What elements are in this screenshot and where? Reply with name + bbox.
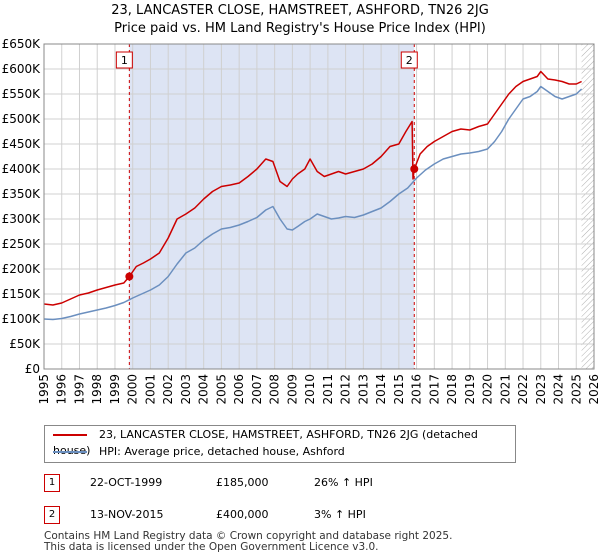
y-tick-label: £350K: [2, 187, 42, 201]
annotation-badge-label: 1: [121, 54, 128, 67]
x-tick-label: 2026: [587, 374, 600, 405]
x-tick-label: 1995: [37, 374, 51, 405]
x-tick-label: 2007: [250, 374, 264, 405]
y-tick-label: £400K: [2, 162, 42, 176]
x-tick-label: 2009: [285, 374, 299, 405]
x-tick-label: 2023: [534, 374, 548, 405]
x-tick-label: 2008: [268, 374, 282, 405]
x-tick-label: 2002: [161, 374, 175, 405]
annotation-badge: [400, 51, 418, 69]
hpi-series-line: [43, 85, 583, 321]
footer-line-2: This data is licensed under the Open Gov…: [44, 541, 379, 553]
property-series-line: [43, 70, 582, 306]
y-tick-label: £500K: [2, 112, 42, 126]
x-tick-label: 2010: [303, 374, 317, 405]
x-tick-label: 2000: [126, 374, 140, 405]
sale-point: [125, 272, 134, 281]
legend-swatch-property: [53, 434, 87, 436]
y-tick-label: £650K: [2, 38, 42, 51]
y-tick-label: £100K: [2, 312, 42, 326]
footer-line-1: Contains HM Land Registry data © Crown c…: [44, 530, 453, 542]
x-tick-label: 2012: [339, 374, 353, 405]
sale-date: 22-OCT-1999: [90, 476, 163, 489]
legend: 23, LANCASTER CLOSE, HAMSTREET, ASHFORD,…: [44, 425, 516, 463]
sale-point: [410, 165, 419, 173]
y-tick-label: £550K: [2, 87, 42, 101]
x-tick-label: 2006: [232, 374, 246, 405]
y-tick-label: £200K: [2, 262, 42, 276]
x-tick-label: 2005: [214, 374, 228, 405]
annotation-badge: [115, 51, 133, 69]
y-tick-label: £50K: [9, 337, 41, 351]
footer: Contains HM Land Registry data © Crown c…: [44, 531, 452, 553]
title-line-2: Price paid vs. HM Land Registry's House …: [114, 21, 486, 36]
legend-label-property: 23, LANCASTER CLOSE, HAMSTREET, ASHFORD,…: [53, 428, 478, 457]
y-tick-label: £250K: [2, 237, 42, 251]
sale-row: 1 22-OCT-1999 £185,000 26% ↑ HPI: [44, 474, 444, 494]
sale-price: £400,000: [216, 508, 269, 521]
legend-swatch-hpi: [53, 451, 87, 453]
x-tick-label: 2001: [143, 374, 157, 405]
y-tick-label: £600K: [2, 62, 42, 76]
x-tick-label: 2014: [374, 374, 388, 405]
y-tick-label: £0: [25, 362, 40, 376]
price-chart: 1 2 £0 £50K £100K £150K £200K £250K £300K £350K £4…: [2, 38, 600, 405]
legend-item-hpi: HPI: Average price, detached house, Ashf…: [53, 444, 345, 460]
legend-label-hpi: HPI: Average price, detached house, Ashf…: [99, 445, 345, 458]
sale-hpi-change: 26% ↑ HPI: [314, 476, 373, 489]
sale-date: 13-NOV-2015: [90, 508, 164, 521]
x-tick-label: 1996: [55, 374, 69, 405]
sale-hpi-change: 3% ↑ HPI: [314, 508, 366, 521]
y-tick-label: £300K: [2, 212, 42, 226]
title-line-1: 23, LANCASTER CLOSE, HAMSTREET, ASHFORD,…: [111, 3, 489, 18]
x-tick-label: 1997: [72, 374, 86, 405]
forecast-hatch: [581, 44, 594, 369]
x-tick-label: 2022: [516, 374, 530, 405]
legend-item-property: 23, LANCASTER CLOSE, HAMSTREET, ASHFORD,…: [53, 427, 515, 457]
x-tick-label: 2016: [410, 374, 424, 405]
x-tick-label: 2025: [569, 374, 583, 405]
x-tick-label: 2020: [481, 374, 495, 405]
x-tick-label: 2004: [197, 374, 211, 405]
x-tick-label: 2003: [179, 374, 193, 405]
x-tick-label: 1999: [108, 374, 122, 405]
x-tick-label: 2021: [498, 374, 512, 405]
x-tick-label: 2024: [552, 374, 566, 405]
x-tick-label: 2015: [392, 374, 406, 405]
sale-badge: 2: [44, 506, 60, 524]
x-tick-label: 2011: [321, 374, 335, 405]
sale-row: 2 13-NOV-2015 £400,000 3% ↑ HPI: [44, 506, 444, 526]
x-tick-label: 2018: [445, 374, 459, 405]
x-tick-label: 2019: [463, 374, 477, 405]
x-tick-label: 2013: [356, 374, 370, 405]
plot-frame: [43, 43, 595, 370]
chart-title: 23, LANCASTER CLOSE, HAMSTREET, ASHFORD,…: [0, 2, 600, 38]
y-tick-label: £150K: [2, 287, 42, 301]
sale-price: £185,000: [216, 476, 269, 489]
y-tick-label: £450K: [2, 137, 42, 151]
x-tick-label: 1998: [90, 374, 104, 405]
annotation-badge-label: 2: [406, 54, 413, 67]
sale-badge: 1: [44, 474, 60, 492]
x-tick-label: 2017: [427, 374, 441, 405]
